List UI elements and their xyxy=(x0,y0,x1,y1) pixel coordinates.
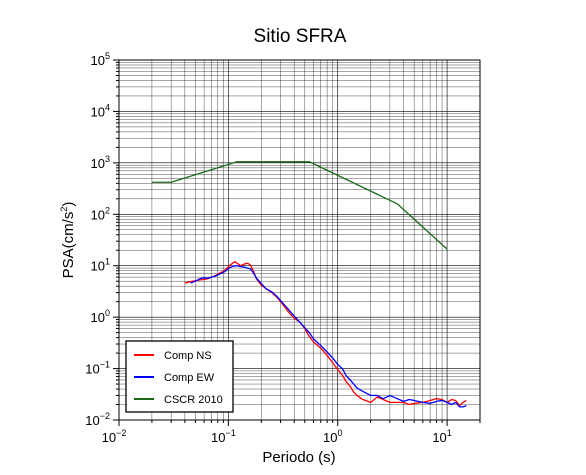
y-axis-label-end: ) xyxy=(60,202,77,207)
x-tick-label-exp: 1 xyxy=(447,428,452,438)
grid xyxy=(118,59,481,421)
series-line-comp-ew xyxy=(190,265,467,408)
y-axis-label-base: PSA(cm/s xyxy=(60,212,77,279)
x-tick-label-base: 10 xyxy=(323,430,337,445)
y-axis-label: PSA(cm/s2) xyxy=(59,202,77,279)
x-tick-label: 100 xyxy=(323,428,342,445)
series-line-cscr-2010 xyxy=(151,161,448,250)
y-tick-label-base: 10 xyxy=(91,259,105,274)
y-tick-label-exp: −2 xyxy=(100,411,110,421)
series-group xyxy=(151,161,467,408)
x-tick-label: 101 xyxy=(432,428,451,445)
x-tick-label-base: 10 xyxy=(432,430,446,445)
y-tick-label: 104 xyxy=(91,102,110,119)
legend-label: CSCR 2010 xyxy=(164,394,223,406)
x-axis-label: Periodo (s) xyxy=(262,449,335,466)
y-tick-label-base: 10 xyxy=(91,156,105,171)
y-tick-label: 101 xyxy=(91,257,110,274)
y-tick-label-base: 10 xyxy=(91,207,105,222)
x-tick-label-exp: 0 xyxy=(337,428,342,438)
y-tick-label-base: 10 xyxy=(85,413,99,428)
y-tick-label-base: 10 xyxy=(91,53,105,68)
y-tick-label-base: 10 xyxy=(85,362,99,377)
y-tick-label-exp: 1 xyxy=(105,257,110,267)
x-tick-label-base: 10 xyxy=(102,430,116,445)
x-tick-label-base: 10 xyxy=(211,430,225,445)
y-tick-label: 100 xyxy=(91,308,110,325)
x-tick-label: 10−1 xyxy=(211,428,236,445)
y-tick-label-base: 10 xyxy=(91,104,105,119)
y-tick-label-exp: −1 xyxy=(100,360,110,370)
y-tick-label: 103 xyxy=(91,154,110,171)
y-tick-label: 102 xyxy=(91,205,110,222)
x-tick-label-exp: −2 xyxy=(116,428,126,438)
y-tick-label-exp: 0 xyxy=(105,308,110,318)
y-tick-label-exp: 5 xyxy=(105,51,110,61)
y-tick-label-exp: 2 xyxy=(105,205,110,215)
plot-frame xyxy=(118,59,481,421)
y-tick-label: 10−1 xyxy=(85,360,110,377)
y-tick-label: 10−2 xyxy=(85,411,110,428)
legend: Comp NS Comp EW CSCR 2010 xyxy=(125,340,234,413)
x-tick-label-exp: −1 xyxy=(225,428,235,438)
y-axis-label-sup: 2 xyxy=(59,207,69,212)
chart-title: Sitio SFRA xyxy=(254,26,347,47)
y-tick-label: 105 xyxy=(91,51,110,68)
x-tick-label: 10−2 xyxy=(102,428,127,445)
y-tick-label-base: 10 xyxy=(91,310,105,325)
y-tick-label-exp: 3 xyxy=(105,154,110,164)
y-tick-label-exp: 4 xyxy=(105,102,110,112)
legend-label: Comp NS xyxy=(164,350,212,362)
legend-label: Comp EW xyxy=(164,372,215,384)
